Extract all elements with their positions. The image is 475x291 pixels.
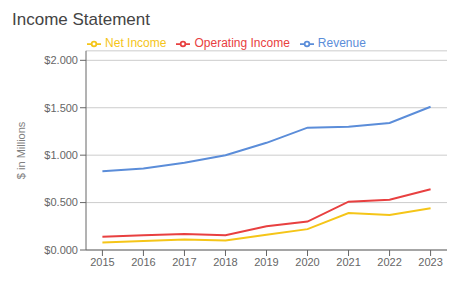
html-text:Net Income: Net Income	[105, 36, 167, 50]
svg-text:2019: 2019	[254, 256, 278, 268]
svg-text:$ in Millions: $ in Millions	[15, 121, 27, 179]
svg-text:2018: 2018	[213, 256, 237, 268]
svg-text:2021: 2021	[336, 256, 360, 268]
svg-text:2020: 2020	[295, 256, 319, 268]
html-text:Income Statement: Income Statement	[12, 10, 150, 29]
svg-text:$1.500: $1.500	[44, 102, 78, 114]
svg-text:2017: 2017	[172, 256, 196, 268]
svg-text:$0.000: $0.000	[44, 244, 78, 256]
svg-text:2015: 2015	[90, 256, 114, 268]
svg-text:2023: 2023	[418, 256, 442, 268]
svg-text:2022: 2022	[377, 256, 401, 268]
html-text:Revenue: Revenue	[317, 36, 366, 50]
svg-text:$2.000: $2.000	[44, 54, 78, 66]
svg-text:$1.000: $1.000	[44, 149, 78, 161]
svg-text:$0.500: $0.500	[44, 196, 78, 208]
html-text:Operating Income: Operating Income	[194, 36, 290, 50]
svg-text:2016: 2016	[131, 256, 155, 268]
